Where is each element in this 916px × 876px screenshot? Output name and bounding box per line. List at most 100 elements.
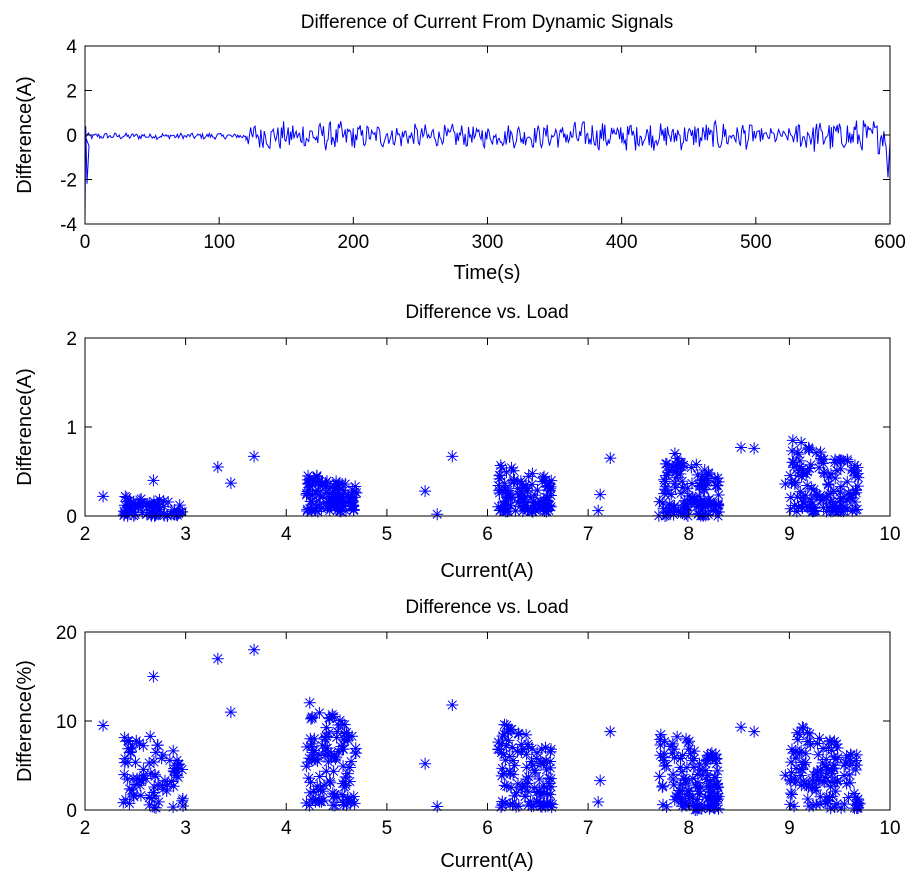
bottom-chart-point [533,773,546,786]
middle-chart-point [500,466,513,479]
bottom-chart-point [797,774,810,787]
bottom-chart-point [710,753,723,766]
middle-chart-point [659,475,672,488]
bottom-chart-point [497,767,510,780]
middle-chart-point [784,502,797,515]
bottom-chart-x-tick-label: 8 [683,818,694,839]
top-chart-x-tick-label: 300 [472,232,504,253]
bottom-chart-point [686,754,699,767]
bottom-chart-point [496,795,509,808]
bottom-chart-point [537,779,550,792]
middle-chart-point [507,476,520,489]
middle-chart-point [668,477,681,490]
bottom-chart-point [129,778,142,791]
bottom-chart-point [543,777,556,790]
middle-chart-point [692,508,705,521]
middle-chart-point [302,478,315,491]
middle-chart-point [677,499,690,512]
bottom-chart-point [676,784,689,797]
middle-chart-point [153,493,166,506]
bottom-chart-point [306,712,319,725]
bottom-chart-point [495,746,508,759]
bottom-chart-point [701,769,714,782]
middle-chart-point [694,476,707,489]
bottom-chart-point [139,772,152,785]
bottom-chart-point [828,776,841,789]
middle-chart-point [676,475,689,488]
middle-chart-point [790,505,803,518]
bottom-chart-point [325,750,338,763]
middle-chart-x-tick-label: 5 [382,524,393,545]
bottom-chart-point [530,786,543,799]
bottom-chart-point [839,756,852,769]
bottom-chart-point [544,797,557,810]
middle-chart-point [346,483,359,496]
bottom-chart-point [817,742,830,755]
middle-chart-point [671,468,684,481]
bottom-chart-point [695,802,708,815]
bottom-chart-point [785,788,798,801]
bottom-chart-point [708,802,721,815]
middle-chart-point [541,480,554,493]
middle-chart-point [698,497,711,510]
middle-chart-point [712,488,725,501]
bottom-chart-point [498,727,511,740]
bottom-chart-point [682,743,695,756]
bottom-chart-point [143,798,156,811]
bottom-chart-x-tick-label: 3 [180,818,191,839]
middle-chart-point [851,503,864,516]
top-chart-y-tick-label: 0 [66,126,77,147]
middle-chart-point [323,487,336,500]
bottom-chart-point [313,770,326,783]
bottom-chart-point [686,772,699,785]
bottom-chart-point [683,792,696,805]
bottom-chart-point [850,759,863,772]
middle-chart-point [660,506,673,519]
bottom-chart-point [304,786,317,799]
bottom-chart-point [336,718,349,731]
bottom-chart-point [500,719,513,732]
middle-chart-point [852,471,865,484]
middle-chart-point [700,473,713,486]
middle-chart-point [542,500,555,513]
bottom-chart-point [544,755,557,768]
bottom-chart-point [505,781,518,794]
bottom-chart-point [520,748,533,761]
bottom-chart-point [147,670,160,683]
bottom-chart-point [539,741,552,754]
middle-chart-point [676,460,689,473]
bottom-chart-point [520,761,533,774]
bottom-chart-point [667,768,680,781]
bottom-chart-point [657,754,670,767]
bottom-chart-point [316,785,329,798]
middle-chart-point [492,500,505,513]
bottom-chart-point [526,759,539,772]
bottom-chart-point [796,756,809,769]
bottom-chart-point [133,737,146,750]
bottom-chart-point [813,732,826,745]
middle-chart-point [784,469,797,482]
middle-chart-point [134,496,147,509]
bottom-chart-point [843,776,856,789]
middle-chart-x-tick-label: 7 [583,524,594,545]
bottom-chart-scatter-points [97,643,866,816]
bottom-chart-point [693,757,706,770]
middle-chart-point [309,475,322,488]
middle-chart-point [845,463,858,476]
bottom-chart-point [171,754,184,767]
middle-chart-point [833,495,846,508]
bottom-chart-point [336,743,349,756]
bottom-chart-point [789,776,802,789]
top-chart-x-tick-label: 400 [606,232,638,253]
middle-chart-point [140,499,153,512]
middle-chart-point [511,482,524,495]
bottom-chart-point [501,725,514,738]
middle-chart-point [150,506,163,519]
bottom-chart-point [808,781,821,794]
middle-chart-point [678,494,691,507]
middle-chart-point [803,443,816,456]
middle-chart-point [303,502,316,515]
bottom-chart-point [656,798,669,811]
bottom-chart-point [592,795,605,808]
bottom-chart-point [346,730,359,743]
